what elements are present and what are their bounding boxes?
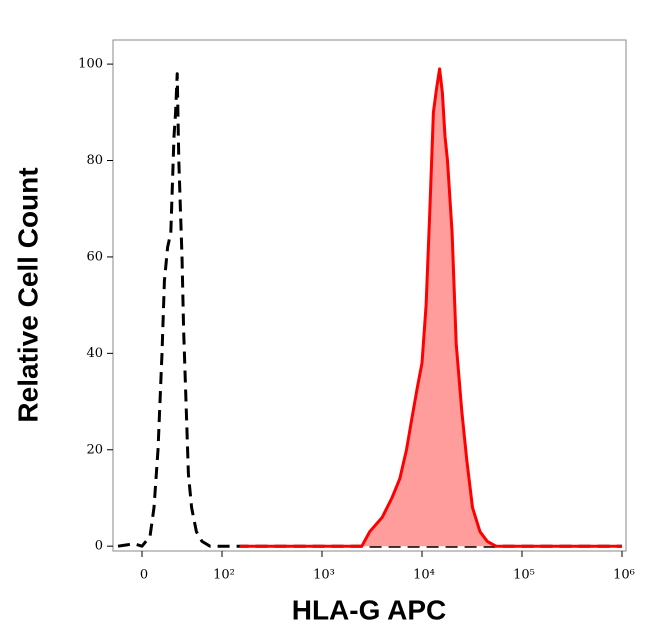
x-tick-label: 0 [140,568,148,583]
histogram-curve [239,67,622,548]
y-tick-label: 100 [78,57,103,72]
x-axis-title: HLA-G APC [292,594,447,625]
x-tick-label: 10⁶ [613,568,635,583]
y-tick-label: 0 [95,539,103,554]
x-tick-label: 10⁴ [413,568,435,583]
y-tick-label: 20 [86,442,103,457]
x-tick-label: 10³ [313,568,335,583]
histogram-curve [117,72,622,548]
x-tick-label: 10² [213,568,235,583]
y-tick-label: 60 [86,249,103,264]
y-tick-label: 80 [86,153,103,168]
y-axis-title: Relative Cell Count [12,167,43,422]
y-tick-label: 40 [86,346,103,361]
x-tick-label: 10⁵ [513,568,535,583]
plot-frame [112,39,627,552]
